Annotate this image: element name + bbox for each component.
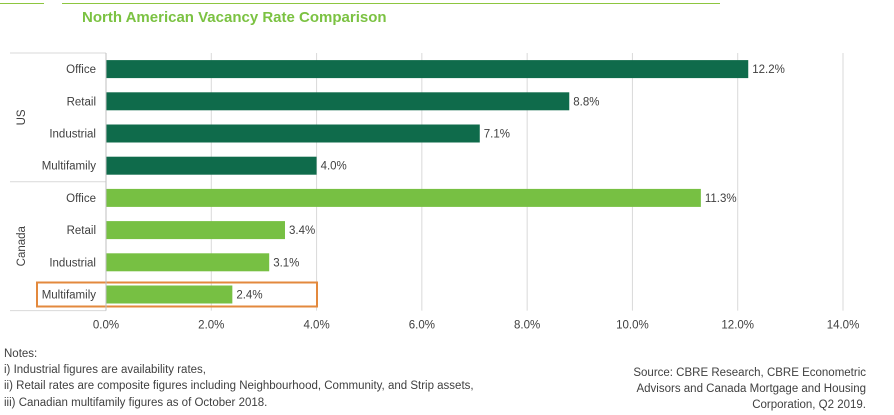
data-label: 11.3% — [705, 193, 737, 205]
highlight-box — [36, 281, 318, 308]
x-tick-label: 0.0% — [93, 320, 119, 332]
x-tick-label: 12.0% — [721, 320, 754, 332]
source-line: Advisors and Canada Mortgage and Housing — [636, 383, 866, 396]
category-label: Industrial — [49, 129, 96, 141]
top-rule-left — [0, 3, 44, 4]
source-line: Source: CBRE Research, CBRE Econometric — [633, 367, 866, 379]
group-label: Canada — [16, 225, 28, 266]
bar-canada-office — [106, 188, 701, 207]
x-tick-label: 8.0% — [514, 320, 540, 332]
group-label: US — [16, 109, 28, 125]
top-rule-right — [62, 3, 720, 4]
data-label: 4.0% — [321, 161, 347, 173]
data-label: 8.8% — [573, 96, 599, 108]
x-tick-label: 2.0% — [198, 320, 224, 332]
category-label: Office — [66, 193, 96, 205]
source-line: Corporation, Q2 2019. — [752, 399, 866, 412]
category-label: Industrial — [49, 257, 96, 269]
source-credit: Source: CBRE Research, CBRE Econometric … — [633, 365, 866, 414]
chart-title: North American Vacancy Rate Comparison — [82, 9, 387, 26]
notes: Notes: i) Industrial figures are availab… — [4, 346, 474, 411]
bar-us-office — [106, 60, 749, 79]
bar-canada-multifamily — [106, 285, 233, 304]
note-line: ii) Retail rates are composite figures i… — [4, 380, 474, 393]
data-label: 2.4% — [236, 290, 262, 302]
x-tick-label: 10.0% — [616, 320, 649, 332]
notes-heading: Notes: — [4, 348, 38, 360]
category-label: Retail — [67, 96, 96, 108]
data-label: 3.4% — [289, 225, 315, 237]
bar-canada-industrial — [106, 253, 270, 272]
data-label: 7.1% — [484, 129, 510, 141]
note-line: iii) Canadian multifamily figures as of … — [4, 396, 268, 409]
data-label: 12.2% — [752, 64, 785, 76]
category-label: Multifamily — [42, 290, 97, 302]
x-tick-label: 14.0% — [827, 320, 860, 332]
note-line: i) Industrial figures are availability r… — [4, 364, 206, 377]
category-label: Retail — [67, 225, 96, 237]
x-tick-label: 4.0% — [303, 320, 329, 332]
data-label: 3.1% — [273, 257, 299, 269]
category-label: Multifamily — [42, 161, 97, 173]
bar-us-multifamily — [106, 156, 317, 175]
category-label: Office — [66, 64, 96, 76]
bar-us-industrial — [106, 124, 480, 143]
bar-us-retail — [106, 92, 570, 111]
x-tick-label: 6.0% — [409, 320, 435, 332]
vacancy-rate-chart: 0.0% 2.0% 4.0% 6.0% 8.0% 10.0% 12.0% 14.0% US Off… — [10, 52, 860, 332]
bar-canada-retail — [106, 221, 285, 240]
